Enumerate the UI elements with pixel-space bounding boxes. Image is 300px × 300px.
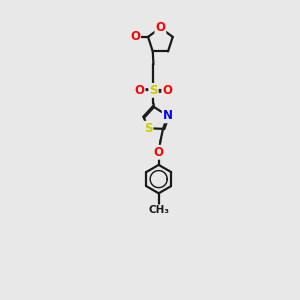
Text: N: N (163, 109, 173, 122)
Text: O: O (135, 84, 145, 97)
Text: S: S (144, 122, 152, 135)
Text: O: O (162, 84, 172, 97)
Text: S: S (149, 84, 158, 97)
Text: O: O (130, 30, 140, 44)
Text: O: O (155, 21, 165, 34)
Text: CH₃: CH₃ (148, 205, 169, 215)
Text: O: O (154, 146, 164, 159)
